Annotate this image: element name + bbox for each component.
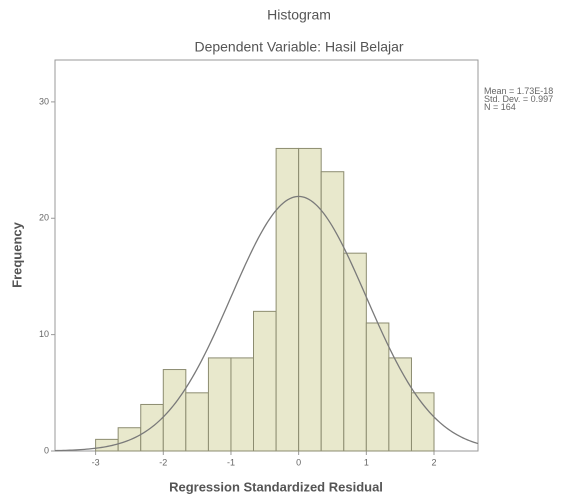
x-axis-label: Regression Standardized Residual <box>169 479 383 494</box>
bar <box>343 252 367 452</box>
bar <box>275 147 300 452</box>
bar <box>410 392 435 452</box>
bar <box>162 369 187 452</box>
y-tick-label: 10 <box>39 329 49 339</box>
stat-label: N = 164 <box>484 102 516 112</box>
stat-label: Mean = 1.73E-18 <box>484 86 553 96</box>
bar <box>388 357 412 452</box>
x-tick-label: -3 <box>92 457 100 467</box>
bar <box>365 322 390 452</box>
y-tick-label: 20 <box>39 213 49 223</box>
chart-title: Histogram <box>267 7 331 23</box>
bar <box>298 147 322 452</box>
bar <box>230 357 255 452</box>
y-tick-label: 30 <box>39 96 49 106</box>
y-axis-label: Frequency <box>9 221 24 288</box>
x-tick-label: 2 <box>432 457 437 467</box>
normal-curve <box>54 195 479 452</box>
bar <box>185 392 209 452</box>
x-tick-label: 1 <box>364 457 369 467</box>
x-tick-label: -1 <box>227 457 235 467</box>
stat-label: Std. Dev. = 0.997 <box>484 94 553 104</box>
x-tick-label: 0 <box>296 457 301 467</box>
y-tick-label: 0 <box>44 445 49 455</box>
chart-subtitle: Dependent Variable: Hasil Belajar <box>194 39 403 55</box>
x-tick-label: -2 <box>159 457 167 467</box>
bar <box>207 357 232 452</box>
bar <box>253 310 277 452</box>
